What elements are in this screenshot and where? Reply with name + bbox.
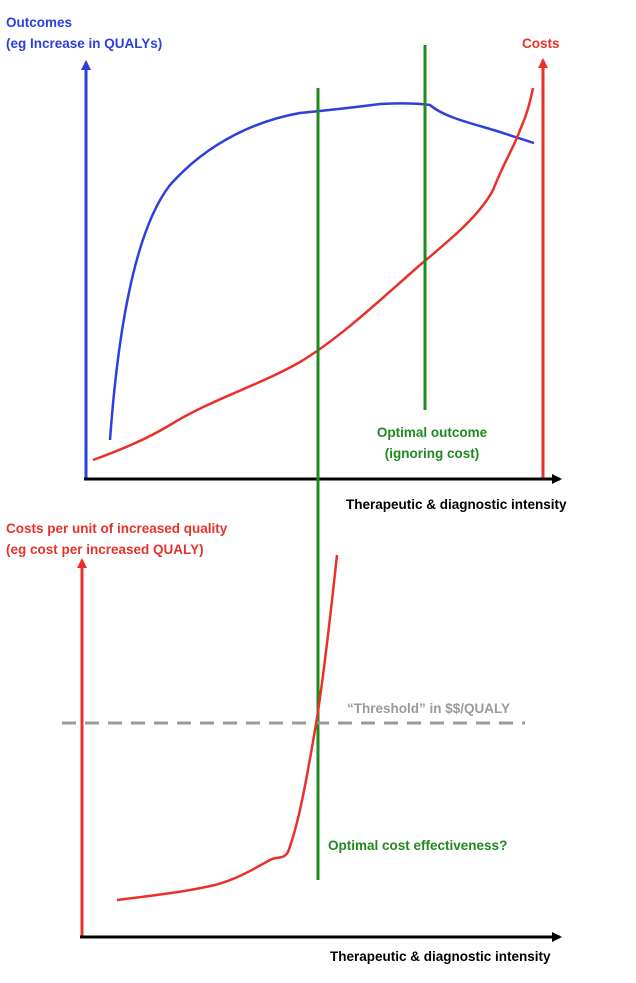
top-x-axis-label: Therapeutic & diagnostic intensity bbox=[346, 497, 567, 512]
cost-per-quality-axis-label-line1: Costs per unit of increased quality bbox=[6, 521, 228, 536]
outcomes-axis-label-line1: Outcomes bbox=[6, 15, 72, 30]
cost-per-quality-axis-label-line2: (eg cost per increased QUALY) bbox=[6, 542, 204, 557]
threshold-label: “Threshold” in $$/QUALY bbox=[347, 701, 510, 716]
costs-axis-label: Costs bbox=[522, 36, 560, 51]
outcomes-curve bbox=[108, 102, 535, 441]
outcomes-axis-label-line2: (eg Increase in QUALYs) bbox=[6, 36, 162, 51]
optimal-cost-effectiveness-label: Optimal cost effectiveness? bbox=[328, 838, 507, 853]
bottom-x-axis-label: Therapeutic & diagnostic intensity bbox=[330, 949, 551, 964]
optimal-outcome-label-line2: (ignoring cost) bbox=[385, 446, 480, 461]
optimal-outcome-label-line1: Optimal outcome bbox=[377, 425, 488, 440]
costs-curve bbox=[92, 87, 535, 462]
cost-per-quality-curve bbox=[116, 554, 339, 902]
